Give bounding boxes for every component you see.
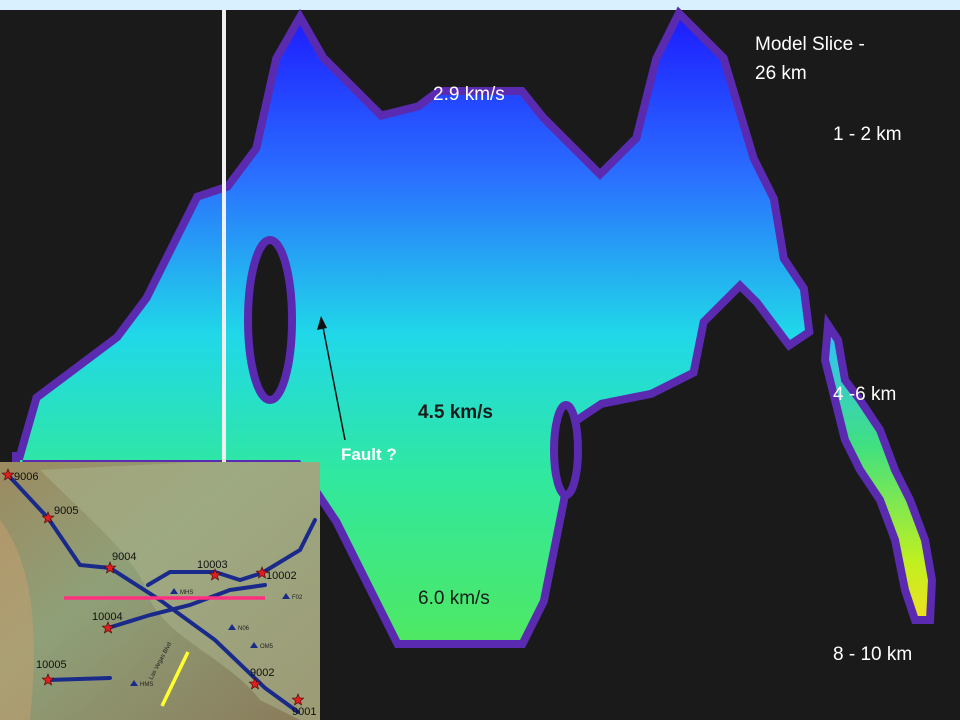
velocity-label: 4.5 km/s [418, 402, 493, 423]
site-marker [282, 593, 290, 599]
model-body [20, 20, 805, 640]
station-label: 10003 [197, 559, 228, 571]
station-label: 9004 [112, 551, 136, 563]
velocity-model [12, 6, 937, 648]
model-tail [820, 313, 937, 624]
site-label: MHS [180, 590, 193, 596]
top-strip [0, 0, 960, 10]
velocity-label: 6.0 km/s [418, 588, 490, 609]
site-label: F02 [292, 595, 303, 601]
station-marker [41, 511, 55, 524]
map-terrain [0, 520, 34, 720]
depth-label: 4 -6 km [833, 384, 896, 405]
model-hole [244, 236, 296, 404]
station-label: 10002 [266, 570, 297, 582]
map-basin [40, 462, 320, 720]
arrow-head [317, 316, 327, 330]
road-marker [160, 651, 190, 707]
site-marker [170, 588, 178, 594]
station-label: 10005 [36, 659, 67, 671]
inset-map: 9006 9005 9004 10003 10002 10004 9002 10005 9001… [0, 462, 320, 720]
depth-label: 1 - 2 km [833, 124, 902, 145]
site-marker [250, 642, 258, 648]
station-marker [103, 561, 117, 574]
station-label: 9006 [14, 471, 38, 483]
depth-label: 8 - 10 km [833, 644, 912, 665]
station-marker [41, 673, 55, 686]
title: 26 km [755, 63, 807, 84]
station-marker [1, 468, 15, 481]
model-hole [550, 401, 582, 499]
station-label: 9005 [54, 505, 78, 517]
station-marker [291, 693, 305, 706]
station-label: 9001 [292, 706, 316, 718]
site-label: HMS [140, 682, 153, 688]
station-marker [248, 677, 262, 690]
site-label: N06 [238, 626, 250, 632]
site-marker [228, 624, 236, 630]
site-marker [130, 680, 138, 686]
station-label: 10004 [92, 611, 123, 623]
fault-arrow [321, 321, 346, 441]
station-label: 9002 [250, 667, 274, 679]
fault-label: Fault ? [341, 445, 397, 464]
site-label: OM5 [260, 644, 274, 650]
title: Model Slice - [755, 34, 865, 55]
map-roads [6, 473, 317, 714]
velocity-label: 2.9 km/s [433, 84, 505, 105]
station-marker [208, 568, 222, 581]
station-marker [255, 566, 269, 579]
station-marker [101, 621, 115, 634]
